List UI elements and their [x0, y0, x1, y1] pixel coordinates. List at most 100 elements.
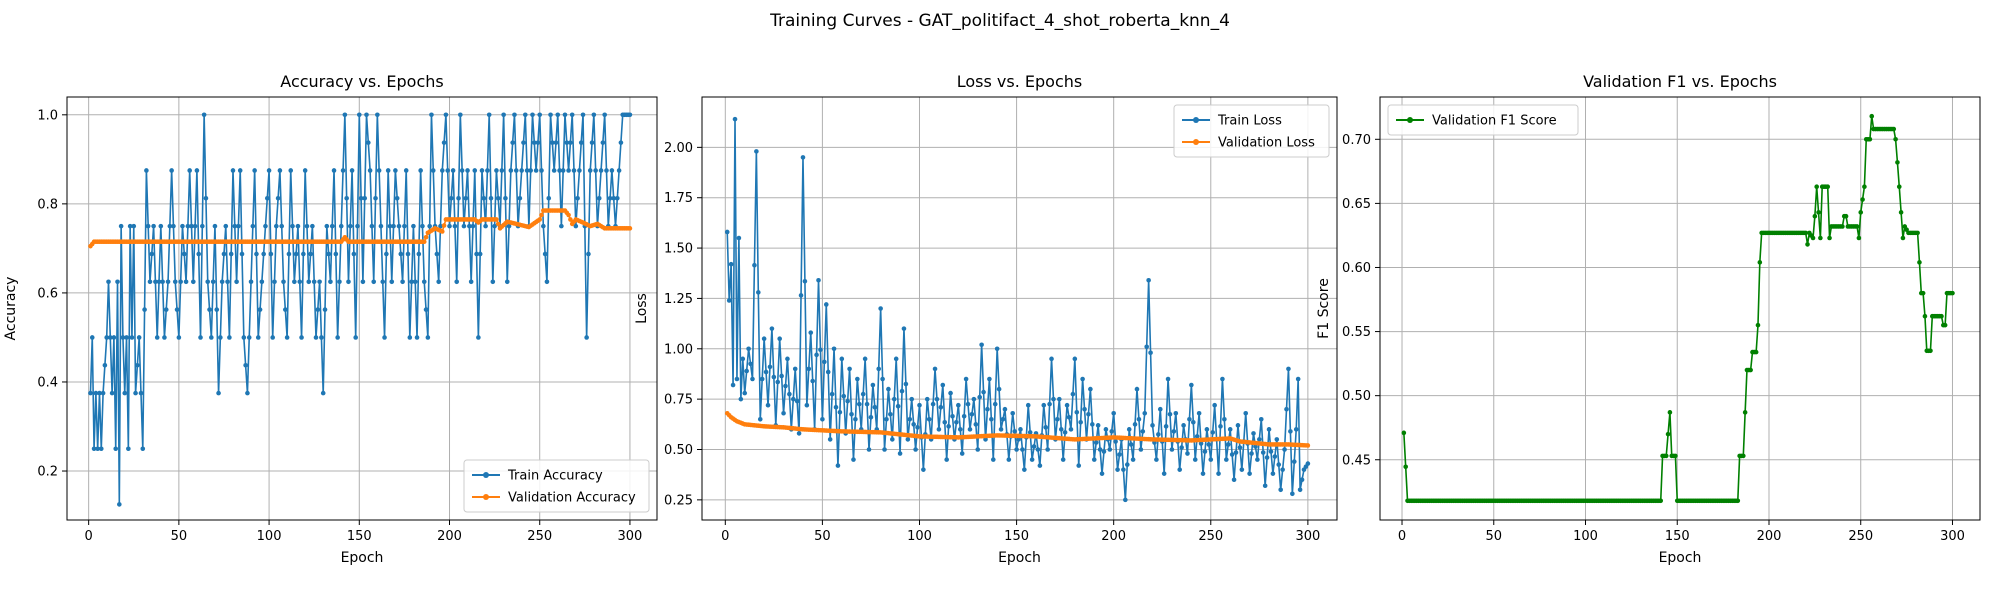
data-point	[1136, 416, 1142, 422]
data-point	[1062, 430, 1068, 435]
data-point	[977, 394, 982, 400]
data-point	[1856, 235, 1862, 241]
data-point	[1270, 471, 1276, 476]
data-point	[827, 437, 833, 442]
data-point	[421, 279, 427, 285]
x-axis-label: Epoch	[1659, 550, 1702, 566]
data-point	[856, 401, 862, 407]
data-point	[1805, 242, 1810, 247]
data-point	[205, 279, 211, 285]
legend-box	[1387, 104, 1579, 136]
data-point	[841, 393, 847, 399]
data-point	[160, 279, 165, 285]
legend-marker	[1193, 117, 1199, 123]
data-point	[990, 457, 996, 462]
data-point	[1814, 184, 1819, 190]
data-point	[913, 447, 918, 452]
data-point	[761, 336, 767, 342]
data-point	[483, 223, 488, 229]
data-point	[566, 168, 571, 173]
series-validation-loss	[724, 410, 1311, 448]
data-point	[965, 401, 971, 407]
subplot-2: Loss vs. Epochs 0 50 100 150 200 250 300 0.25 0.5…	[634, 72, 1338, 566]
data-point	[878, 306, 883, 311]
data-point	[272, 279, 277, 285]
data-point	[1010, 410, 1015, 416]
data-point	[1150, 423, 1155, 428]
data-point	[1029, 457, 1035, 462]
data-point	[1840, 224, 1845, 229]
data-point	[1928, 348, 1933, 354]
data-point	[100, 390, 106, 396]
data-point	[378, 223, 384, 229]
data-point	[465, 168, 470, 173]
data-point	[1286, 366, 1291, 372]
data-point	[756, 290, 761, 295]
data-point	[897, 451, 903, 456]
data-point	[1058, 427, 1064, 432]
data-point	[1753, 349, 1759, 355]
data-point	[236, 223, 241, 229]
data-point	[521, 140, 526, 145]
data-point	[1064, 402, 1070, 408]
data-point	[297, 279, 303, 285]
data-point	[860, 391, 866, 397]
x-tick-label: 0	[85, 529, 93, 544]
x-tick-label: 150	[1665, 529, 1690, 544]
data-point	[790, 396, 796, 402]
data-point	[506, 223, 512, 229]
data-point	[946, 424, 951, 429]
data-point	[890, 437, 895, 442]
data-point	[1124, 462, 1130, 467]
legend-marker	[483, 472, 489, 478]
data-point	[430, 168, 436, 173]
data-point	[1093, 440, 1099, 445]
data-point	[439, 229, 445, 234]
data-point	[882, 447, 887, 452]
data-point	[796, 431, 802, 436]
data-point	[425, 335, 431, 340]
data-point	[1068, 427, 1074, 432]
data-point	[393, 168, 398, 173]
data-point	[880, 376, 885, 382]
data-point	[313, 335, 319, 340]
data-point	[153, 279, 158, 285]
data-point	[279, 223, 285, 229]
data-point	[1673, 453, 1678, 459]
data-point	[835, 463, 841, 468]
data-point	[416, 251, 422, 257]
data-point	[1020, 447, 1025, 452]
data-point	[853, 416, 858, 422]
legend: Train Accuracy Validation Accuracy	[463, 459, 650, 513]
data-point	[938, 404, 944, 410]
data-point	[1305, 443, 1311, 448]
data-point	[163, 307, 169, 312]
y-axis-label: Loss	[634, 293, 650, 324]
data-point	[248, 279, 254, 285]
data-point	[203, 196, 209, 201]
data-point	[1121, 467, 1126, 472]
data-point	[1290, 491, 1295, 497]
data-point	[934, 396, 940, 402]
data-point	[490, 279, 496, 285]
data-point	[407, 335, 413, 340]
y-tick-label: 0.2	[37, 465, 58, 480]
data-point	[1243, 410, 1249, 416]
data-point	[201, 112, 207, 118]
data-point	[212, 223, 218, 229]
data-point	[560, 168, 566, 173]
data-point	[391, 223, 396, 229]
data-point	[145, 223, 151, 229]
data-point	[1016, 437, 1021, 442]
data-point	[338, 223, 344, 229]
legend-entry: Validation Accuracy	[472, 491, 636, 506]
data-point	[467, 223, 472, 229]
data-point	[823, 302, 829, 307]
data-point	[948, 390, 953, 396]
data-point	[956, 402, 961, 408]
data-point	[1115, 467, 1120, 472]
data-point	[535, 140, 541, 145]
legend: Train Loss Validation Loss	[1173, 104, 1330, 158]
data-point	[1173, 410, 1179, 416]
data-point	[1247, 471, 1252, 476]
